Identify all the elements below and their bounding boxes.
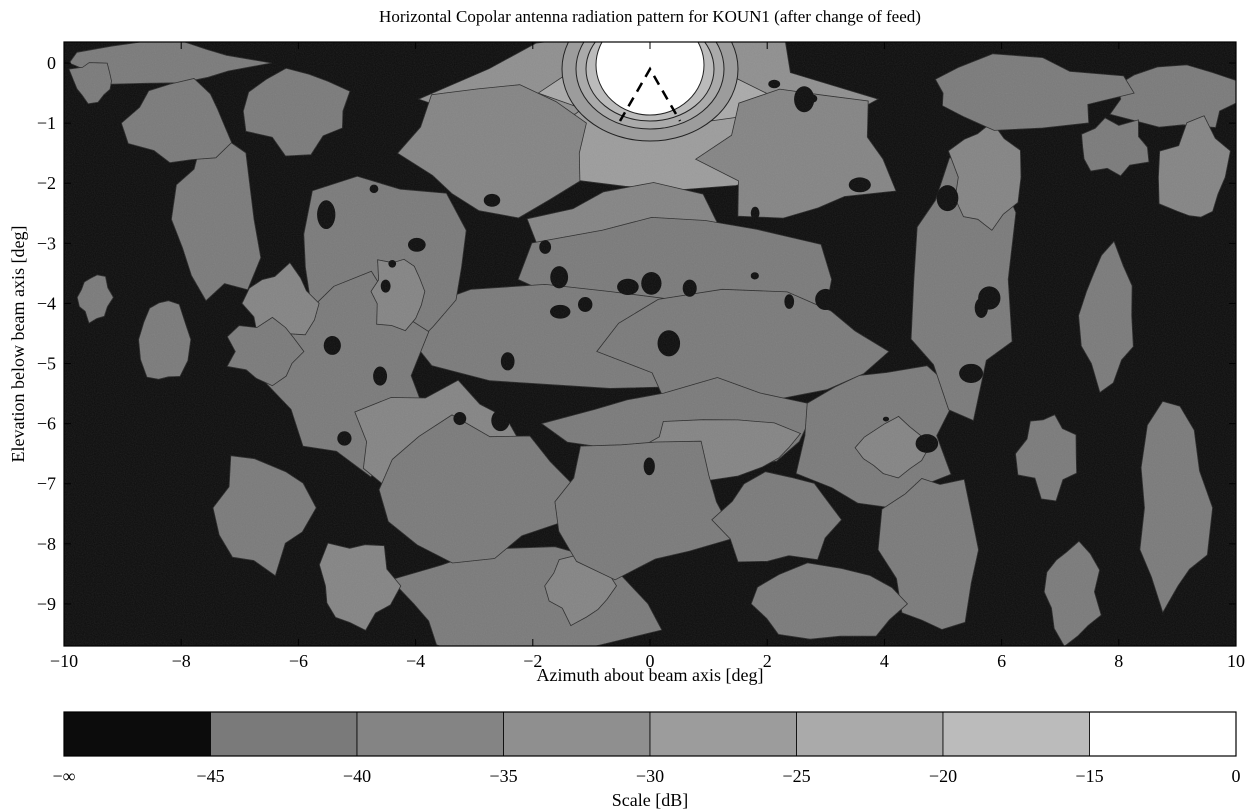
x-tick-label: −2: [523, 651, 542, 671]
y-tick-label: −9: [37, 594, 56, 614]
colorbar-swatch: [210, 711, 358, 757]
x-tick-label: 4: [880, 651, 889, 671]
y-tick-label: −1: [37, 113, 56, 133]
colorbar-tick-label: −45: [196, 766, 224, 786]
chart-title: Horizontal Copolar antenna radiation pat…: [379, 7, 921, 26]
x-tick-label: −6: [289, 651, 308, 671]
colorbar-swatch: [796, 711, 944, 757]
colorbar-tick-label: −20: [929, 766, 957, 786]
colorbar-tick-label: −30: [636, 766, 664, 786]
beam-peak: [561, 42, 739, 142]
y-tick-label: −8: [37, 534, 56, 554]
colorbar-ticks: −∞ −45 −40 −35 −30 −25 −20 −15 0: [53, 766, 1241, 786]
texture-overlay: [64, 42, 1236, 646]
y-tick-label: −2: [37, 173, 56, 193]
y-tick-label: −4: [37, 293, 56, 313]
x-tick-label: 0: [646, 651, 655, 671]
beam-axis-marker: [618, 66, 682, 122]
colorbar-tick-label: −∞: [53, 766, 76, 786]
x-tick-label: 2: [763, 651, 772, 671]
x-axis-ticks: −10 −8 −6 −4 −2 0 2 4 6 8 10: [50, 42, 1245, 671]
colorbar-frame: [63, 711, 1237, 757]
colorbar-swatch: [649, 711, 797, 757]
plot-area: [64, 42, 1236, 646]
y-tick-label: −3: [37, 233, 56, 253]
x-tick-label: 10: [1227, 651, 1245, 671]
colorbar: [63, 711, 1237, 757]
x-tick-label: 6: [997, 651, 1006, 671]
contour-regions: [64, 42, 1236, 646]
y-tick-label: 0: [47, 53, 56, 73]
colorbar-swatch: [942, 711, 1090, 757]
colorbar-tick-label: 0: [1232, 766, 1241, 786]
colorbar-tick-label: −35: [489, 766, 517, 786]
beam-peak-region: [595, 42, 705, 116]
x-tick-label: −8: [172, 651, 191, 671]
colorbar-tick-label: −40: [343, 766, 371, 786]
colorbar-swatch: [1089, 711, 1237, 757]
colorbar-tick-label: −15: [1075, 766, 1103, 786]
y-tick-label: −6: [37, 414, 56, 434]
x-tick-label: 8: [1114, 651, 1123, 671]
colorbar-swatch: [503, 711, 651, 757]
x-tick-label: −10: [50, 651, 78, 671]
y-tick-label: −5: [37, 354, 56, 374]
y-tick-label: −7: [37, 474, 56, 494]
y-axis-label: Elevation below beam axis [deg]: [8, 226, 28, 463]
colorbar-swatch: [356, 711, 504, 757]
x-axis-label: Azimuth about beam axis [deg]: [537, 665, 764, 685]
y-axis-ticks: 0 −1 −2 −3 −4 −5 −6 −7 −8 −9: [37, 53, 1236, 614]
x-tick-label: −4: [406, 651, 425, 671]
colorbar-tick-label: −25: [782, 766, 810, 786]
colorbar-label: Scale [dB]: [612, 790, 688, 810]
colorbar-swatch: [63, 711, 211, 757]
